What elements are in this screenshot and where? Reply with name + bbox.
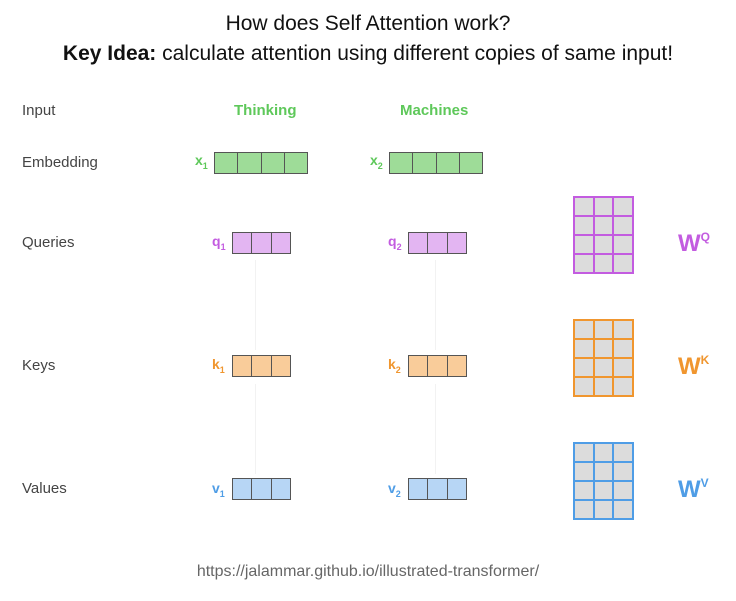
subtitle-text: calculate attention using different copi…	[156, 42, 674, 65]
key-k1-vector	[232, 355, 291, 377]
weight-label-wv: WV	[678, 476, 709, 503]
weight-matrix-query	[573, 196, 634, 274]
row-label-input: Input	[22, 102, 56, 119]
source-url: https://jalammar.github.io/illustrated-t…	[196, 563, 540, 580]
value-v2-label: v2	[388, 480, 401, 499]
guide-line	[255, 260, 256, 350]
query-q1-vector	[232, 232, 291, 254]
weight-matrix-key	[573, 319, 634, 397]
value-v2-vector	[408, 478, 467, 500]
query-q1-label: q1	[212, 233, 226, 252]
row-label-embedding: Embedding	[22, 154, 98, 171]
embedding-x1-vector	[214, 152, 308, 174]
query-q2-label: q2	[388, 233, 402, 252]
key-k2-label: k2	[388, 356, 401, 375]
query-q2-vector	[408, 232, 467, 254]
weight-label-wq: WQ	[678, 230, 710, 257]
guide-line	[435, 384, 436, 474]
key-k2-vector	[408, 355, 467, 377]
row-label-queries: Queries	[22, 234, 75, 251]
guide-line	[435, 260, 436, 350]
key-k1-label: k1	[212, 356, 225, 375]
value-v1-label: v1	[212, 480, 225, 499]
guide-line	[255, 384, 256, 474]
diagram-title: How does Self Attention work?	[225, 12, 511, 35]
value-v1-vector	[232, 478, 291, 500]
diagram-subtitle: Key Idea: calculate attention using diff…	[0, 42, 736, 66]
row-label-values: Values	[22, 480, 67, 497]
weight-matrix-value	[573, 442, 634, 520]
input-word-machines: Machines	[400, 102, 469, 119]
embedding-x2-vector	[389, 152, 483, 174]
input-word-thinking: Thinking	[234, 102, 297, 119]
row-label-keys: Keys	[22, 357, 56, 374]
embedding-x2-label: x2	[370, 152, 383, 171]
weight-label-wk: WK	[678, 353, 710, 380]
subtitle-key-idea: Key Idea:	[62, 42, 157, 65]
embedding-x1-label: x1	[195, 152, 208, 171]
